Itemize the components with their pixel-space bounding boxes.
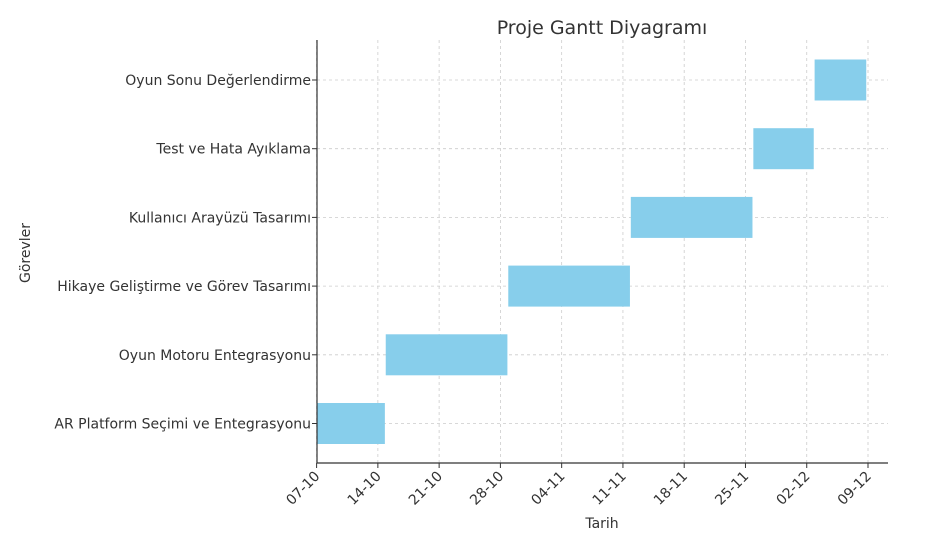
grid-lines xyxy=(316,40,888,463)
x-tick-label: 28-10 xyxy=(467,469,507,509)
task-bars xyxy=(317,59,867,444)
task-label: Test ve Hata Ayıklama xyxy=(155,142,311,158)
x-tick-label: 02-12 xyxy=(773,469,813,509)
task-labels: AR Platform Seçimi ve Entegrasyonu Oyun M… xyxy=(54,73,311,433)
y-axis-label: Görevler xyxy=(18,223,34,283)
x-tick-labels: 07-10 14-10 21-10 28-10 04-11 11-11 18-11 25-11… xyxy=(283,469,874,509)
task-label: AR Platform Seçimi ve Entegrasyonu xyxy=(54,417,311,433)
x-tick-label: 11-11 xyxy=(590,469,630,509)
task-bar xyxy=(753,128,814,170)
task-label: Kullanıcı Arayüzü Tasarımı xyxy=(129,210,311,226)
task-label: Oyun Motoru Entegrasyonu xyxy=(119,348,311,364)
task-label: Hikaye Geliştirme ve Görev Tasarımı xyxy=(57,279,311,295)
task-bar xyxy=(814,59,867,101)
task-bar xyxy=(385,334,508,376)
x-tick-label: 18-11 xyxy=(651,469,691,509)
task-bar xyxy=(630,196,753,238)
task-label: Oyun Sonu Değerlendirme xyxy=(125,73,311,89)
x-tick-label: 21-10 xyxy=(406,469,446,509)
x-tick-label: 07-10 xyxy=(283,469,323,509)
task-bar xyxy=(317,403,385,444)
x-tick-label: 09-12 xyxy=(835,469,875,509)
x-tick-label: 25-11 xyxy=(712,469,752,509)
task-bar xyxy=(508,265,630,307)
x-tick-label: 14-10 xyxy=(345,469,385,509)
axes xyxy=(312,40,888,468)
x-tick-label: 04-11 xyxy=(528,469,568,509)
x-axis-label: Tarih xyxy=(584,516,618,532)
chart-title: Proje Gantt Diyagramı xyxy=(497,17,708,39)
